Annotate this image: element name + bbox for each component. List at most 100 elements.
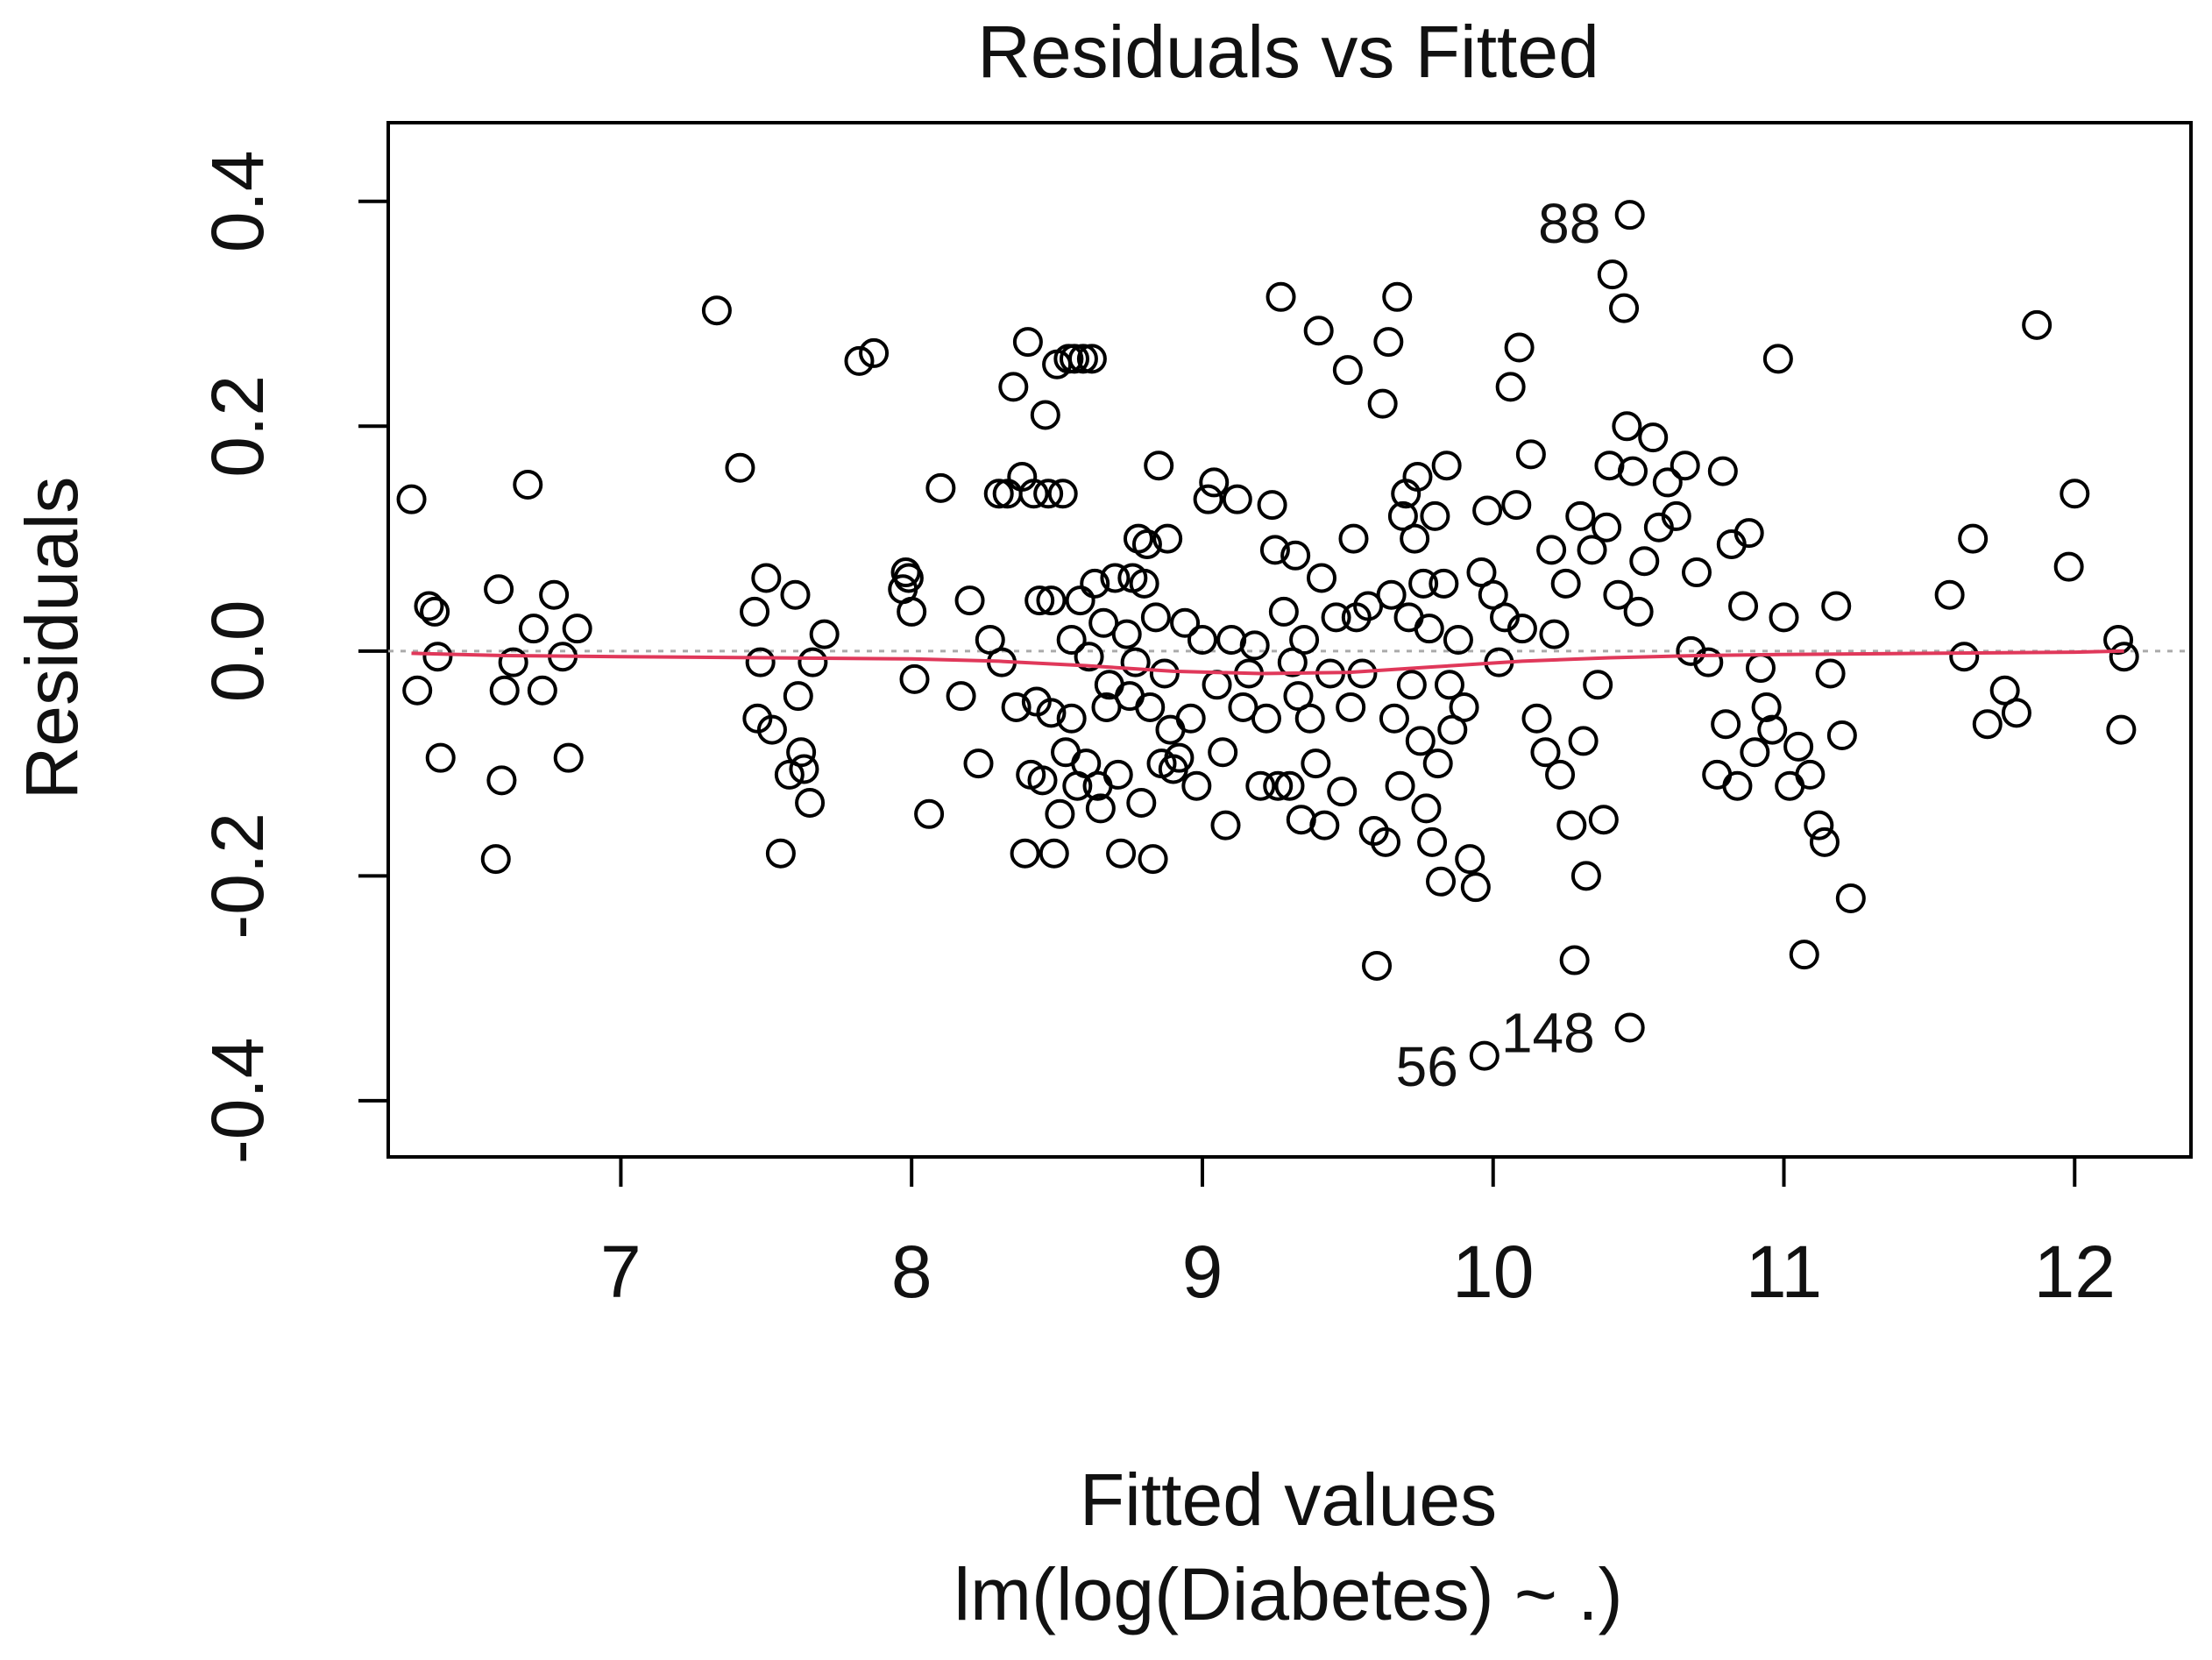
data-point (1681, 557, 1712, 588)
data-point (1208, 737, 1238, 768)
data-point (1181, 770, 1212, 801)
data-point (2109, 642, 2139, 672)
data-point (1400, 523, 1430, 554)
smooth-line (411, 649, 2124, 676)
data-point (1327, 777, 1358, 807)
data-point (1934, 579, 1965, 610)
data-point (1047, 479, 1078, 509)
data-point (1501, 490, 1532, 521)
data-point (1422, 748, 1453, 779)
data-point (1385, 770, 1415, 801)
data-point (1303, 316, 1334, 346)
data-point (1617, 456, 1648, 486)
data-point (1155, 714, 1186, 745)
data-point (1382, 281, 1413, 312)
data-point (1757, 714, 1788, 745)
data-points (396, 200, 2139, 1071)
data-point (1306, 563, 1336, 593)
data-point (725, 452, 755, 483)
data-point (1449, 692, 1479, 722)
data-point (1251, 703, 1281, 734)
data-point (1024, 585, 1055, 616)
data-point (518, 614, 549, 644)
data-point (1515, 439, 1546, 470)
data-point (780, 579, 811, 610)
data-point (1455, 844, 1485, 875)
data-point (1789, 940, 1819, 970)
data-point (1045, 798, 1075, 829)
data-point (1702, 759, 1733, 790)
data-point (1583, 670, 1613, 700)
data-point (1568, 726, 1599, 756)
data-point (1429, 568, 1459, 599)
data-point (1740, 737, 1770, 768)
data-point (1056, 703, 1087, 734)
data-point (1443, 625, 1473, 655)
data-point (1775, 770, 1805, 801)
data-point (1507, 614, 1537, 644)
data-point (1294, 703, 1325, 734)
data-point (1102, 759, 1133, 790)
data-point (1030, 400, 1060, 430)
data-point (1426, 866, 1457, 897)
data-point (1140, 602, 1171, 633)
point-label: 148 (1501, 1002, 1595, 1065)
data-point (783, 681, 813, 712)
data-point (1603, 579, 1634, 610)
data-point (1835, 883, 1866, 913)
data-point (1623, 596, 1654, 627)
data-point (946, 681, 976, 712)
data-point (1018, 479, 1049, 509)
data-point (795, 787, 826, 818)
data-point (1080, 568, 1110, 599)
data-point (1629, 546, 1660, 577)
data-point (420, 596, 450, 627)
data-point (1478, 579, 1508, 610)
data-point (1597, 259, 1627, 290)
data-point (1309, 810, 1340, 841)
data-point (422, 642, 453, 672)
data-point (1074, 642, 1104, 672)
data-point (1437, 714, 1468, 745)
data-point (1495, 372, 1526, 402)
data-point (1556, 810, 1587, 841)
data-point (1707, 456, 1738, 486)
data-point (1530, 737, 1561, 768)
data-point (1652, 467, 1683, 498)
data-point (2060, 479, 2090, 509)
data-point (1670, 450, 1700, 481)
chart-title: Residuals vs Fitted (977, 11, 1599, 93)
data-point (498, 647, 528, 677)
data-point (562, 614, 592, 644)
data-point (1283, 681, 1314, 712)
data-point (1521, 703, 1552, 734)
data-point (1460, 872, 1491, 903)
data-point (1222, 484, 1252, 514)
data-point (1001, 692, 1032, 722)
data-point (789, 754, 819, 784)
data-point (1012, 327, 1043, 358)
data-point (1280, 540, 1311, 571)
data-point (1783, 731, 1814, 762)
data-point (1612, 411, 1642, 442)
data-point (975, 625, 1005, 655)
data-point (897, 596, 927, 627)
data-point (1301, 748, 1331, 779)
data-point (1257, 490, 1287, 521)
point-label: 88 (1538, 192, 1600, 255)
data-point (1353, 591, 1384, 621)
data-point (539, 579, 570, 610)
data-point (751, 563, 782, 593)
data-point (1338, 523, 1369, 554)
data-point (2022, 309, 2052, 340)
data-point (1362, 950, 1393, 981)
data-point (527, 675, 557, 706)
y-tick-label: -0.2 (196, 812, 279, 940)
data-point (1120, 647, 1151, 677)
data-point (1239, 630, 1270, 661)
data-point (1193, 484, 1223, 514)
data-point (1202, 670, 1232, 700)
data-point (1577, 535, 1607, 565)
data-point (1138, 844, 1168, 875)
data-point (513, 470, 543, 500)
